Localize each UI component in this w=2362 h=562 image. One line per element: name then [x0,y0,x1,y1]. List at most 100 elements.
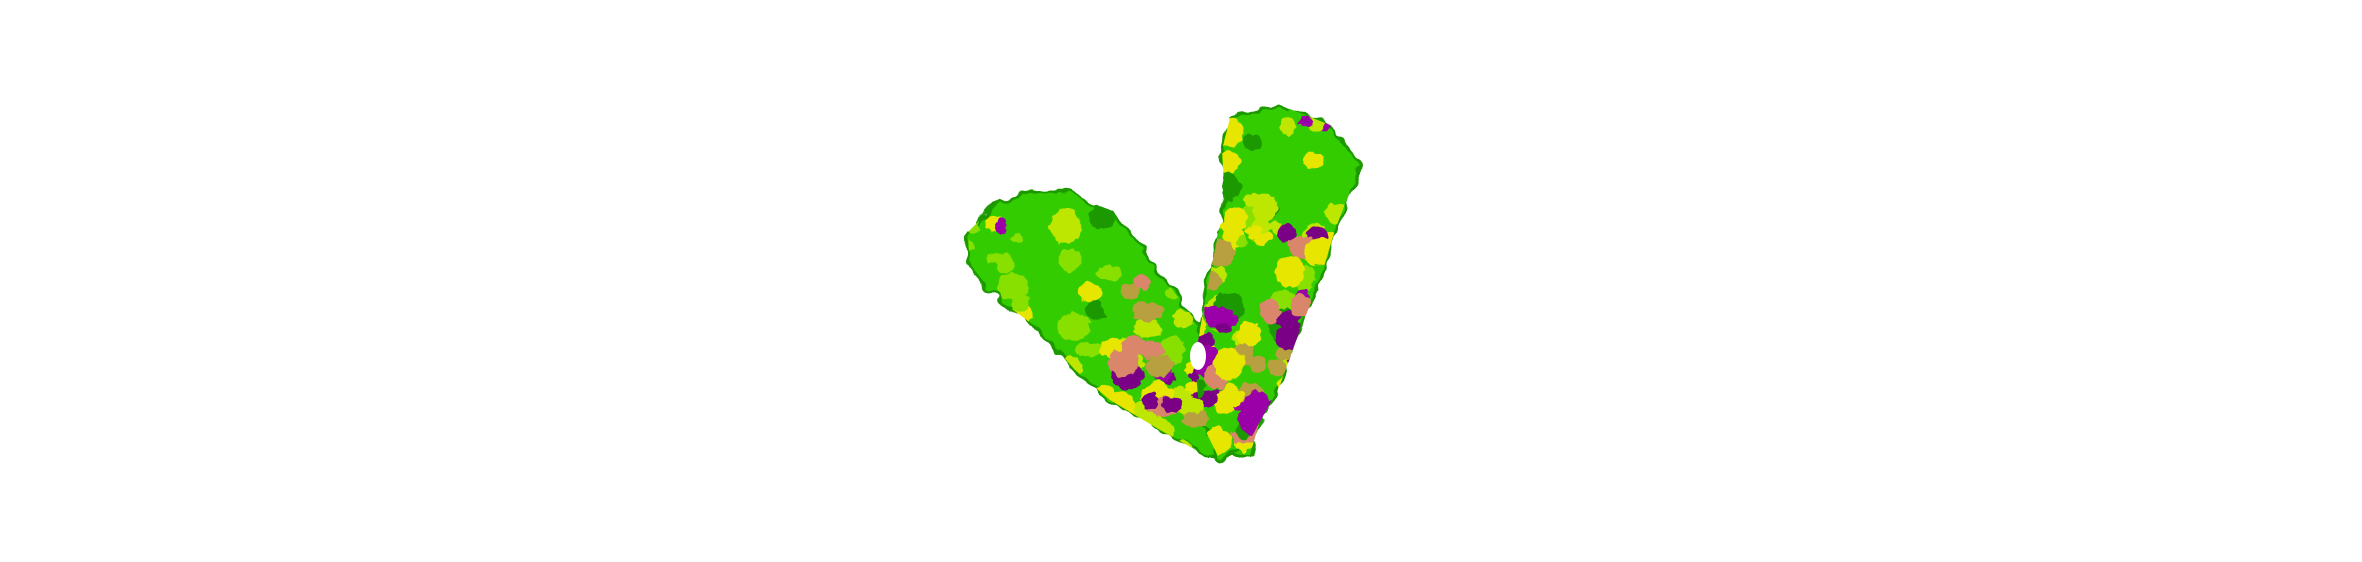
surface-patch [1049,208,1081,244]
surface-patch [1104,391,1136,429]
surface-patch [1133,274,1151,290]
surface-patch [1322,317,1349,345]
surface-patch [1211,151,1241,174]
surface-patch [1268,359,1287,377]
surface-patch [1309,336,1341,371]
surface-patch [968,283,977,300]
surface-patch [1325,182,1351,205]
surface-patch [1332,418,1352,438]
surface-patch [1345,447,1360,460]
surface-patch [1075,341,1102,358]
surface-patch [1137,417,1169,451]
surface-patch [1298,115,1313,128]
surface-patch [968,190,976,205]
surface-patch [1276,375,1299,393]
surface-patch [1204,194,1219,206]
surface-patch [1105,406,1123,421]
surface-patch [1328,449,1353,460]
surface-patch [997,273,1030,300]
surface-patch [1322,273,1353,305]
surface-patch [1195,127,1206,138]
surface-patch [1245,391,1270,418]
surface-patch [1335,330,1359,355]
surface-patch [1017,419,1050,454]
surface-patch [1242,134,1262,151]
surface-patch [1250,355,1267,373]
surface-patch [1161,396,1183,412]
surface-patch [1068,378,1087,391]
surface-patch [1102,297,1122,317]
surface-patch [1276,310,1301,332]
surface-patch [993,218,1007,235]
surface-patch [1244,225,1262,237]
surface-patch [1251,193,1278,222]
surface-patch [1287,433,1310,458]
surface-patch [1096,265,1122,281]
surface-patch [1205,238,1235,267]
surface-patch [1211,172,1241,201]
surface-patch [973,406,1004,436]
surface-patch [1275,255,1304,288]
surface-patch [971,385,999,416]
surface-patch [1305,105,1322,113]
surface-patch [1088,205,1115,229]
surface-patch [1278,223,1296,244]
interdomain-gap [1190,342,1206,370]
surface-patch [1132,319,1162,338]
surface-patch [1312,350,1334,367]
surface-patch [1008,432,1039,455]
surface-patch [1312,405,1329,418]
surface-patch [1210,108,1229,120]
surface-patch [1223,388,1245,406]
surface-patch [1294,445,1318,460]
surface-patch [1199,177,1222,195]
surface-patch [1097,414,1124,435]
surface-patch [1299,397,1326,428]
surface-patch [1132,190,1156,206]
surface-patch [1259,299,1282,324]
surface-patch [1011,293,1030,312]
surface-patch [1213,346,1244,381]
surface-patch [1131,301,1165,322]
surface-patch [988,395,1002,406]
surface-patch [1172,309,1194,329]
surface-patch [1041,440,1065,455]
surface-patch [1010,233,1024,243]
surface-patch [1237,320,1262,347]
surface-patch [1120,283,1140,300]
surface-patch [1077,282,1103,302]
surface-patch [968,207,979,225]
surface-patch [1085,407,1111,424]
surface-patch [1185,381,1201,394]
surface-patch [1313,303,1336,320]
surface-patch [1224,207,1248,230]
surface-patch [1268,392,1296,423]
surface-patch [1076,432,1094,449]
surface-patch [1307,339,1323,352]
surface-patch [1279,118,1298,135]
surface-patch [1182,410,1208,428]
surface-patch [1297,328,1328,357]
surface-patch [1098,254,1114,264]
surface-patch [1143,355,1174,377]
surface-patch [983,358,999,371]
surface-patch [1292,394,1322,424]
surface-patch [1308,372,1326,389]
surface-patch [1195,133,1205,152]
surface-patch [977,190,999,203]
surface-patch [1235,237,1248,247]
surface-patch [1304,408,1322,425]
surface-patch [1206,307,1237,331]
surface-patch [968,240,976,253]
surface-patch [1058,248,1082,273]
surface-patch [980,399,1006,426]
surface-patch [979,435,997,449]
surface-patch [1329,282,1343,296]
surface-patch [1116,428,1150,451]
surface-patch [1133,219,1149,231]
surface-patch [1141,392,1159,410]
surface-patch [1116,416,1146,452]
surface-patch [1304,238,1336,267]
